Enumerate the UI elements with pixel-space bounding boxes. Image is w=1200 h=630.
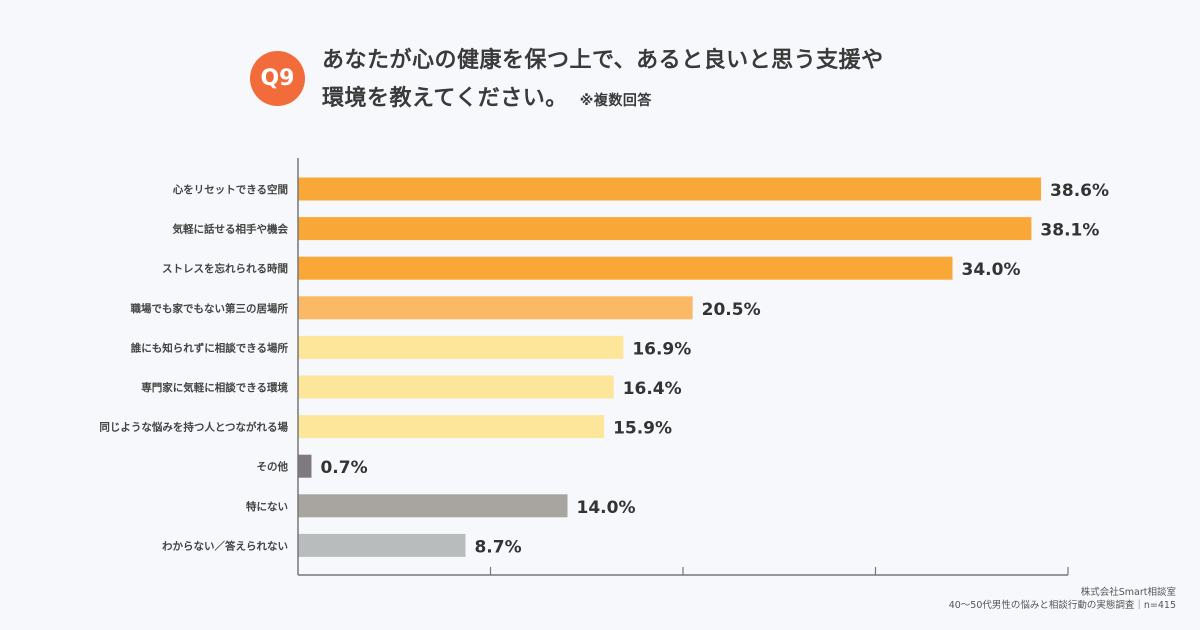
- source-survey: 40〜50代男性の悩みと相談行動の実態調査｜n=415: [948, 600, 1176, 611]
- category-label: 特にない: [246, 500, 288, 513]
- category-label: 専門家に気軽に相談できる環境: [141, 381, 288, 394]
- category-label: 気軽に話せる相手や機会: [172, 223, 289, 236]
- category-label: 心をリセットできる空間: [173, 183, 288, 196]
- bar: [298, 335, 624, 359]
- bar: [298, 375, 614, 399]
- value-label: 14.0%: [577, 498, 636, 518]
- question-badge: Q9: [250, 51, 305, 106]
- source-company: 株式会社Smart相談室: [1080, 587, 1176, 598]
- bar: [298, 415, 605, 439]
- category-label: 誰にも知られずに相談できる場所: [131, 341, 289, 354]
- category-label: 職場でも家でもない第三の居場所: [131, 302, 289, 315]
- value-label: 38.6%: [1050, 181, 1109, 201]
- value-label: 34.0%: [962, 260, 1021, 280]
- category-label: ストレスを忘れられる時間: [162, 262, 288, 275]
- source-credit: 株式会社Smart相談室 40〜50代男性の悩みと相談行動の実態調査｜n=415: [949, 586, 1176, 612]
- category-label: わからない／答えられない: [162, 539, 288, 552]
- multiple-answer-note: ※複数回答: [579, 93, 652, 109]
- value-label: 16.4%: [623, 379, 682, 399]
- category-label: その他: [257, 460, 289, 473]
- value-label: 8.7%: [474, 537, 521, 557]
- page-title: あなたが心の健康を保つ上で、あると良いと思う支援や 環境を教えてください。 ※複数…: [322, 42, 884, 120]
- value-label: 16.9%: [632, 339, 691, 359]
- value-label: 20.5%: [702, 300, 761, 320]
- bar: [298, 494, 568, 518]
- title-line-1: あなたが心の健康を保つ上で、あると良いと思う支援や: [322, 48, 884, 73]
- bar: [298, 217, 1032, 241]
- value-label: 15.9%: [613, 419, 672, 439]
- bar: [298, 454, 312, 478]
- title-line-2: 環境を教えてください。: [322, 86, 568, 111]
- bar: [298, 177, 1042, 201]
- value-label: 38.1%: [1040, 221, 1099, 241]
- bar: [298, 533, 466, 557]
- value-label: 0.7%: [320, 458, 367, 478]
- bar: [298, 256, 953, 280]
- category-label: 同じような悩みを持つ人とつながれる場: [99, 421, 288, 434]
- bar: [298, 296, 693, 320]
